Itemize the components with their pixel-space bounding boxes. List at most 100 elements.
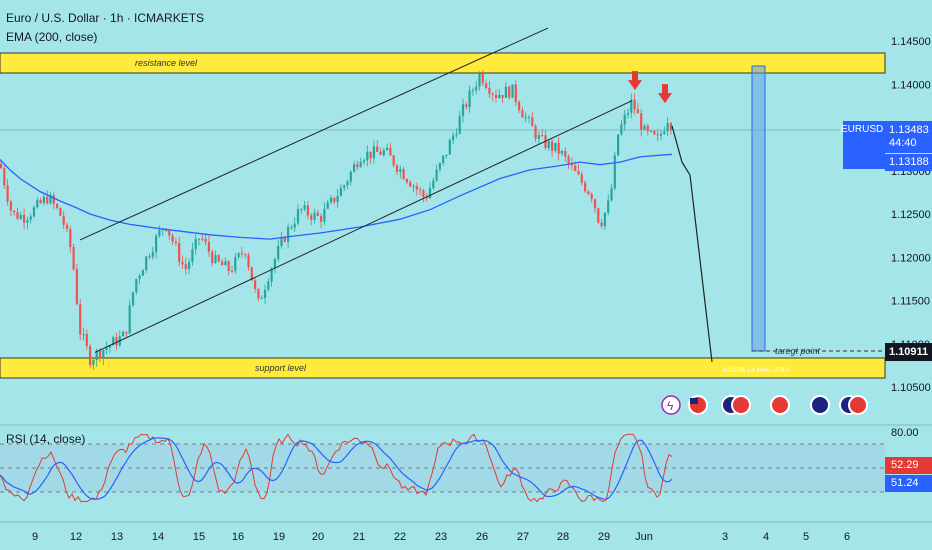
candle-body bbox=[643, 125, 646, 130]
candle-body bbox=[508, 86, 511, 98]
candle-body bbox=[613, 155, 616, 189]
candle-body bbox=[534, 126, 537, 139]
candle-body bbox=[395, 165, 399, 172]
candle-body bbox=[386, 147, 389, 151]
indicator-label[interactable]: EMA (200, close) bbox=[6, 30, 98, 44]
candle-body bbox=[277, 245, 280, 260]
candle-body bbox=[49, 195, 52, 204]
candle-body bbox=[607, 200, 610, 213]
sell-arrow-stem bbox=[632, 71, 638, 82]
time-tick-label: 6 bbox=[844, 531, 850, 543]
time-tick-label: 19 bbox=[273, 531, 285, 543]
candle-body bbox=[42, 196, 45, 203]
time-tick-label: 26 bbox=[476, 531, 488, 543]
candle-body bbox=[32, 207, 36, 217]
resistance-label: resistance level bbox=[135, 58, 198, 68]
candle-body bbox=[293, 223, 296, 228]
candle-body bbox=[105, 347, 108, 351]
candle-body bbox=[201, 238, 204, 240]
candle-body bbox=[250, 267, 253, 281]
candle-body bbox=[221, 261, 224, 266]
candle-body bbox=[574, 165, 577, 172]
symbol-title[interactable]: Euro / U.S. Dollar · 1h · ICMARKETS bbox=[6, 11, 205, 25]
rsi-label[interactable]: RSI (14, close) bbox=[6, 432, 86, 446]
candle-body bbox=[366, 151, 369, 161]
price-axis: 1.145001.140001.135001.130001.125001.120… bbox=[891, 36, 931, 394]
candle-body bbox=[69, 228, 72, 247]
candle-body bbox=[659, 133, 663, 136]
candle-body bbox=[560, 151, 564, 154]
candle-body bbox=[122, 331, 125, 337]
candle-body bbox=[59, 208, 62, 216]
candle-body bbox=[56, 203, 59, 209]
candle-body bbox=[29, 216, 32, 220]
candle-body bbox=[428, 188, 432, 199]
candle-body bbox=[412, 186, 415, 188]
sell-arrow-head bbox=[658, 93, 672, 104]
candle-body bbox=[461, 104, 465, 117]
candle-body bbox=[409, 182, 412, 187]
candle-body bbox=[224, 261, 227, 266]
candle-body bbox=[178, 242, 181, 262]
candle-body bbox=[650, 131, 653, 133]
rsi-line bbox=[0, 433, 673, 503]
time-tick-label: 23 bbox=[435, 531, 447, 543]
us-flag-icon-3 bbox=[770, 395, 790, 415]
candle-body bbox=[65, 224, 69, 229]
candle-body bbox=[112, 337, 115, 346]
candle-body bbox=[131, 292, 135, 306]
flash-glyph: ϟ bbox=[667, 399, 674, 413]
time-tick-label: 29 bbox=[598, 531, 610, 543]
candle-body bbox=[435, 169, 438, 181]
candle-body bbox=[72, 246, 75, 270]
candle-body bbox=[491, 93, 494, 95]
candle-body bbox=[339, 187, 342, 197]
candle-body bbox=[415, 186, 418, 190]
candle-body bbox=[89, 346, 92, 365]
candle-body bbox=[577, 171, 580, 175]
price-tick-label: 1.14500 bbox=[891, 36, 931, 48]
time-tick-label: 22 bbox=[394, 531, 406, 543]
candle-body bbox=[141, 270, 144, 276]
candle-body bbox=[405, 179, 408, 183]
candle-body bbox=[597, 208, 600, 223]
price-tag-group[interactable]: EURUSD bbox=[841, 121, 885, 169]
price-tick-label: 1.11500 bbox=[891, 296, 930, 308]
time-tick-label: 27 bbox=[517, 531, 529, 543]
candle-body bbox=[547, 141, 550, 149]
candle-body bbox=[207, 241, 210, 252]
last-price-tag: 1.13483 44:40 bbox=[885, 121, 932, 153]
candle-body bbox=[171, 235, 174, 242]
candle-body bbox=[310, 215, 313, 220]
candle-body bbox=[626, 112, 630, 115]
candle-body bbox=[267, 281, 270, 290]
time-tick-label: 14 bbox=[152, 531, 164, 543]
candle-body bbox=[227, 261, 230, 272]
candle-body bbox=[115, 337, 118, 346]
candle-body bbox=[590, 194, 593, 200]
candle-body bbox=[151, 251, 154, 257]
candle-body bbox=[511, 84, 514, 98]
candle-body bbox=[422, 190, 425, 198]
candle-body bbox=[478, 73, 481, 87]
time-tick-label: 9 bbox=[32, 531, 38, 543]
candle-body bbox=[494, 94, 498, 98]
candle-body bbox=[257, 288, 260, 299]
candle-body bbox=[138, 275, 141, 279]
candle-body bbox=[541, 135, 544, 137]
candle-body bbox=[329, 197, 333, 203]
time-axis: 9 12 13 14 15 16 19 20 21 22 23 26 27 28 29 Jun 3 4 5 6 bbox=[32, 531, 850, 543]
rsi-upper-label: 80.00 bbox=[891, 427, 919, 439]
candle-body bbox=[194, 238, 197, 250]
time-tick-label: 5 bbox=[803, 531, 809, 543]
candle-body bbox=[527, 117, 531, 119]
candle-body bbox=[214, 255, 217, 263]
time-tick-label: 13 bbox=[111, 531, 123, 543]
candle-body bbox=[333, 197, 336, 203]
candle-body bbox=[521, 110, 524, 118]
candle-body bbox=[283, 237, 286, 242]
candle-body bbox=[197, 238, 201, 240]
candle-body bbox=[323, 208, 326, 222]
